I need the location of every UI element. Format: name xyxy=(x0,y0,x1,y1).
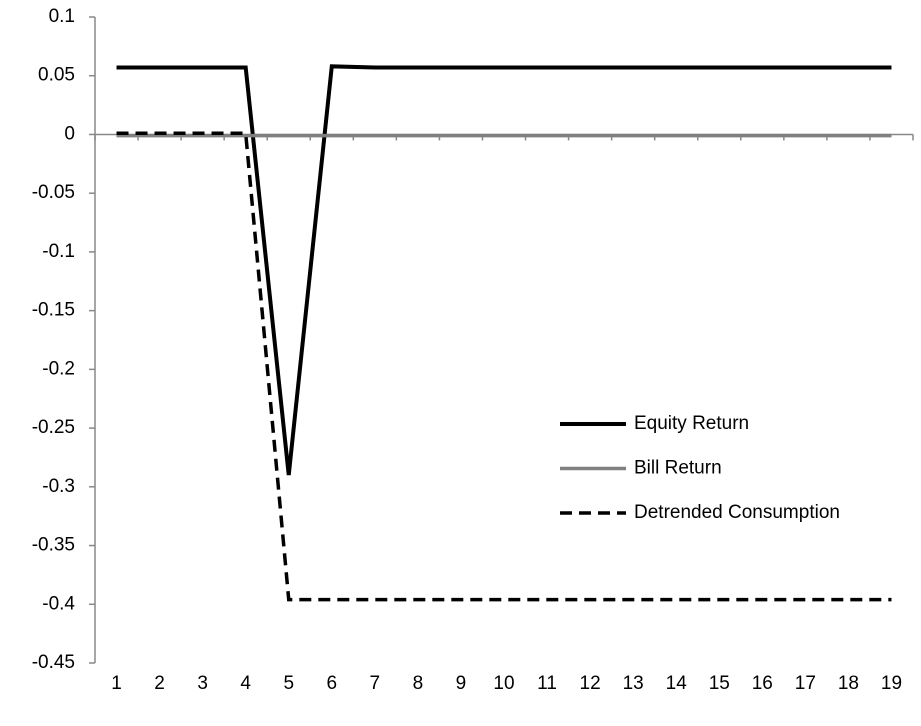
series-line xyxy=(116,131,892,602)
x-tick-label: 8 xyxy=(413,673,424,694)
x-tick-label: 11 xyxy=(537,673,557,694)
series-line xyxy=(116,64,892,476)
legend-label: Equity Return xyxy=(634,413,749,434)
x-tick-label: 12 xyxy=(580,673,601,694)
x-tick-label: 19 xyxy=(881,673,902,694)
y-tick-label: -0.35 xyxy=(32,535,75,556)
x-tick-label: 18 xyxy=(838,673,859,694)
y-tick-label: 0 xyxy=(64,123,75,144)
x-tick-label: 14 xyxy=(666,673,688,694)
x-tick-label: 1 xyxy=(111,673,122,694)
y-tick-label: -0.05 xyxy=(32,182,75,203)
legend-label: Bill Return xyxy=(634,458,722,479)
y-tick-label: -0.3 xyxy=(42,476,75,497)
y-tick-label: 0.05 xyxy=(38,65,75,86)
x-tick-label: 4 xyxy=(240,673,251,694)
x-tick-label: 7 xyxy=(370,673,381,694)
x-tick-label: 15 xyxy=(709,673,730,694)
y-tick-label: -0.45 xyxy=(32,652,75,673)
x-tick-label: 5 xyxy=(283,673,294,694)
y-tick-label: 0.1 xyxy=(49,6,75,27)
y-tick-label: -0.4 xyxy=(42,593,75,614)
x-tick-label: 16 xyxy=(752,673,773,694)
y-tick-label: -0.15 xyxy=(32,300,75,321)
x-tick-label: 6 xyxy=(327,673,338,694)
legend-label: Detrended Consumption xyxy=(634,502,840,523)
x-tick-label: 3 xyxy=(197,673,208,694)
x-tick-label: 2 xyxy=(154,673,165,694)
y-tick-label: -0.1 xyxy=(42,241,75,262)
x-tick-label: 17 xyxy=(795,673,816,694)
x-tick-label: 13 xyxy=(623,673,644,694)
x-tick-label: 10 xyxy=(493,673,514,694)
y-tick-label: -0.25 xyxy=(32,417,75,438)
y-tick-label: -0.2 xyxy=(42,358,75,379)
x-tick-label: 9 xyxy=(456,673,467,694)
